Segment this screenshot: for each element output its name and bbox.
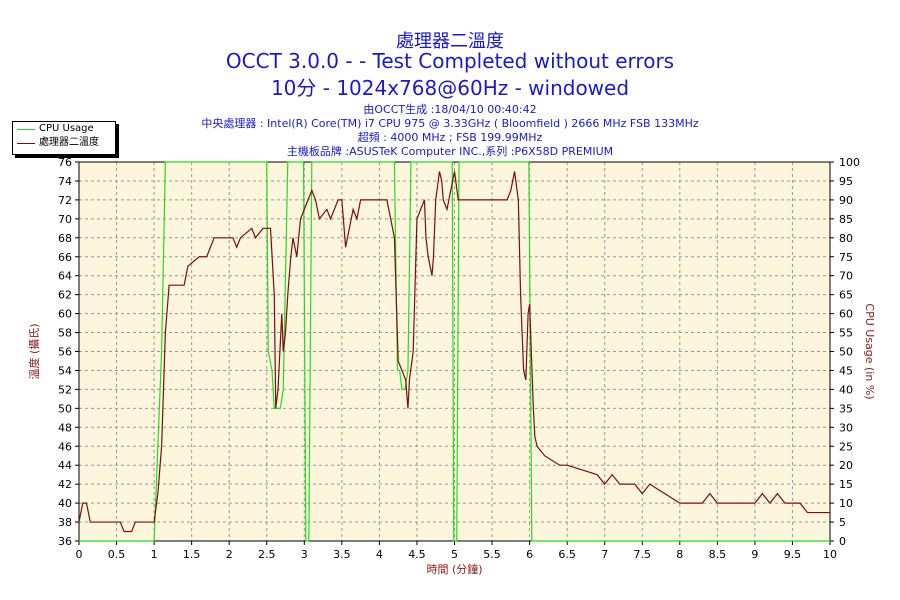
y-tick-label: 74: [58, 175, 72, 188]
y2-tick-label: 15: [839, 478, 853, 491]
y-tick-label: 54: [58, 364, 72, 377]
x-tick-label: 2: [226, 548, 233, 561]
chart-title: 處理器二溫度: [396, 31, 504, 52]
series-line-cpu-usage: [79, 161, 830, 542]
legend-item-cpu-usage: CPU Usage: [13, 122, 115, 136]
legend-swatch-cpu-usage: [17, 129, 35, 130]
y2-tick-label: 80: [839, 232, 853, 245]
x-tick-label: 9.5: [784, 548, 802, 561]
y-tick-label: 60: [58, 308, 72, 321]
y-tick-label: 40: [58, 497, 72, 510]
y2-tick-label: 85: [839, 213, 853, 226]
y2-tick-label: 50: [839, 346, 853, 359]
y-tick-label: 66: [58, 251, 72, 264]
y2-tick-label: 75: [839, 251, 853, 264]
y-tick-label: 42: [58, 478, 72, 491]
x-tick-label: 1: [151, 548, 158, 561]
y-tick-label: 64: [58, 270, 72, 283]
y-tick-label: 68: [58, 232, 72, 245]
y-tick-label: 50: [58, 402, 72, 415]
y-tick-label: 46: [58, 440, 72, 453]
x-axis-label: 時間 (分鐘): [426, 562, 482, 576]
x-tick-label: 9: [751, 548, 758, 561]
y2-tick-label: 90: [839, 194, 853, 207]
y2-tick-label: 100: [839, 156, 860, 169]
chart-legend: CPU Usage 處理器二溫度: [12, 121, 116, 155]
y2-tick-label: 35: [839, 402, 853, 415]
x-tick-label: 4.5: [408, 548, 426, 561]
info-line-overclock: 超頻 : 4000 MHz ; FSB 199.99MHz: [357, 131, 543, 144]
x-tick-label: 7: [601, 548, 608, 561]
x-tick-label: 10: [823, 548, 837, 561]
y2-tick-label: 95: [839, 175, 853, 188]
y2-tick-label: 10: [839, 497, 853, 510]
info-line-motherboard: 主機板品牌 :ASUSTeK Computer INC.,系列 :P6X58D …: [286, 145, 614, 158]
y-tick-label: 44: [58, 459, 72, 472]
x-tick-label: 8: [676, 548, 683, 561]
y-tick-label: 76: [58, 156, 72, 169]
y2-tick-label: 5: [839, 516, 846, 529]
x-tick-label: 0.5: [108, 548, 126, 561]
chart-subtitle-2: 10分 - 1024x768@60Hz - windowed: [270, 76, 630, 100]
y2-tick-label: 60: [839, 308, 853, 321]
x-tick-label: 7.5: [634, 548, 652, 561]
series-line-temperature: [78, 171, 830, 533]
y2-tick-label: 70: [839, 270, 853, 283]
x-tick-label: 6.5: [558, 548, 576, 561]
x-tick-label: 5: [451, 548, 458, 561]
y-axis-label: 溫度 (攝氏): [27, 323, 41, 379]
y2-tick-label: 45: [839, 364, 853, 377]
y2-axis-label: CPU Usage (in %): [863, 303, 876, 399]
info-line-generated: 由OCCT生成 :18/04/10 00:40:42: [363, 103, 537, 116]
y2-tick-label: 20: [839, 459, 853, 472]
legend-swatch-temperature: [17, 143, 35, 144]
y-tick-label: 56: [58, 346, 72, 359]
chart-subtitle: OCCT 3.0.0 - - Test Completed without er…: [225, 49, 675, 73]
x-tick-label: 3.5: [333, 548, 351, 561]
legend-item-temperature: 處理器二溫度: [13, 136, 115, 150]
y2-tick-label: 0: [839, 535, 846, 548]
y2-tick-label: 65: [839, 289, 853, 302]
x-tick-label: 8.5: [709, 548, 727, 561]
x-tick-label: 1.5: [183, 548, 201, 561]
y-tick-label: 36: [58, 535, 72, 548]
y2-tick-label: 55: [839, 327, 853, 340]
x-tick-label: 4: [376, 548, 383, 561]
y-tick-label: 62: [58, 289, 72, 302]
y2-tick-label: 30: [839, 421, 853, 434]
x-tick-label: 5.5: [483, 548, 501, 561]
x-tick-label: 0: [76, 548, 83, 561]
x-tick-label: 2.5: [258, 548, 276, 561]
y-tick-label: 70: [58, 213, 72, 226]
y-tick-label: 58: [58, 327, 72, 340]
legend-label-cpu-usage: CPU Usage: [39, 123, 94, 134]
y-tick-label: 38: [58, 516, 72, 529]
legend-label-temperature: 處理器二溫度: [39, 137, 99, 148]
info-line-cpu: 中央處理器 : Intel(R) Core(TM) i7 CPU 975 @ 3…: [201, 117, 699, 130]
x-tick-label: 3: [301, 548, 308, 561]
y-tick-label: 52: [58, 383, 72, 396]
y2-tick-label: 40: [839, 383, 853, 396]
y-tick-label: 48: [58, 421, 72, 434]
y-tick-label: 72: [58, 194, 72, 207]
x-tick-label: 6: [526, 548, 533, 561]
y2-tick-label: 25: [839, 440, 853, 453]
